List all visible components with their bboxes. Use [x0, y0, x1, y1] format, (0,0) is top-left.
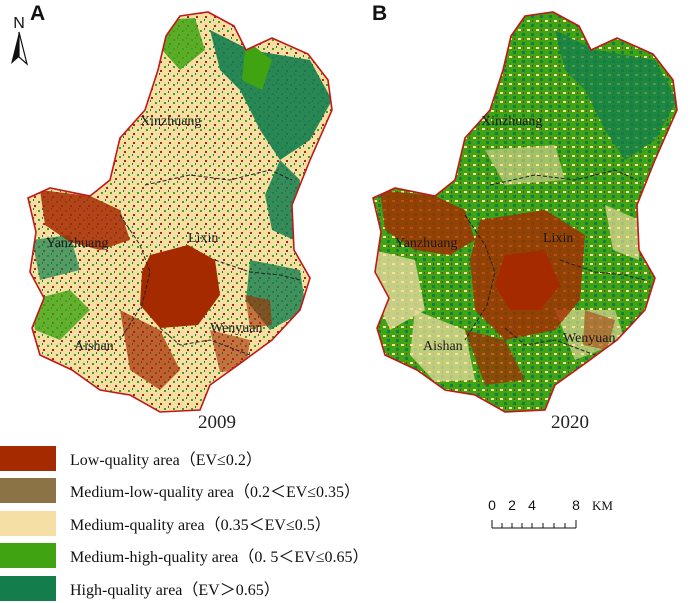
north-arrow-icon: N	[11, 15, 29, 66]
town-label-xinzhuang: Xinzhuang	[481, 114, 542, 129]
legend-swatch-medium-low	[0, 477, 56, 503]
town-label-lixin: Lixin	[188, 231, 218, 246]
legend-label-high: High-quality area（EV＞0.65）	[70, 582, 280, 599]
town-label-yanzhuang: Yanzhuang	[46, 236, 108, 251]
scale-tick-4: 4	[528, 497, 536, 513]
legend-label-medium-high: Medium-high-quality area（0. 5＜EV≤0.65）	[70, 549, 369, 566]
scale-tick-2: 2	[508, 497, 516, 513]
town-label-xinzhuang: Xinzhuang	[140, 114, 201, 129]
scale-tick-8: 8	[572, 497, 580, 513]
town-label-aishan: Aishan	[74, 339, 114, 354]
scale-tick-0: 0	[488, 497, 496, 513]
town-label-lixin: Lixin	[543, 231, 573, 246]
scale-unit: KM	[592, 498, 613, 513]
town-label-aishan: Aishan	[423, 339, 463, 354]
legend-swatch-high	[0, 575, 56, 601]
panel-label-b: B	[372, 2, 388, 25]
legend-label-medium: Medium-quality area（0.35＜EV≤0.5）	[70, 517, 331, 534]
map-2009: Xinzhuang Yanzhuang Lixin Aishan Wenyuan	[27, 11, 333, 413]
legend-swatch-medium-high	[0, 542, 56, 568]
scale-bar: 0 2 4 8 KM	[488, 497, 613, 529]
town-label-wenyuan: Wenyuan	[563, 331, 616, 346]
year-label-2020: 2020	[551, 412, 589, 433]
legend-item-high: High-quality area（EV＞0.65）	[0, 574, 280, 602]
north-arrow-label: N	[13, 15, 25, 32]
legend-label-low: Low-quality area（EV≤0.2）	[70, 452, 262, 469]
town-label-yanzhuang: Yanzhuang	[395, 236, 457, 251]
legend-item-medium-high: Medium-high-quality area（0. 5＜EV≤0.65）	[0, 541, 369, 569]
legend-item-medium-low: Medium-low-quality area（0.2＜EV≤0.35）	[0, 476, 360, 504]
legend-item-medium: Medium-quality area（0.35＜EV≤0.5）	[0, 509, 331, 537]
legend-swatch-medium	[0, 510, 56, 536]
legend-swatch-low	[0, 445, 56, 471]
legend-item-low: Low-quality area（EV≤0.2）	[0, 444, 262, 472]
legend-label-medium-low: Medium-low-quality area（0.2＜EV≤0.35）	[70, 484, 361, 501]
town-label-wenyuan: Wenyuan	[210, 321, 263, 336]
year-label-2009: 2009	[198, 412, 236, 433]
panel-label-a: A	[30, 2, 46, 25]
map-2020: Xinzhuang Yanzhuang Lixin Aishan Wenyuan	[372, 11, 678, 413]
